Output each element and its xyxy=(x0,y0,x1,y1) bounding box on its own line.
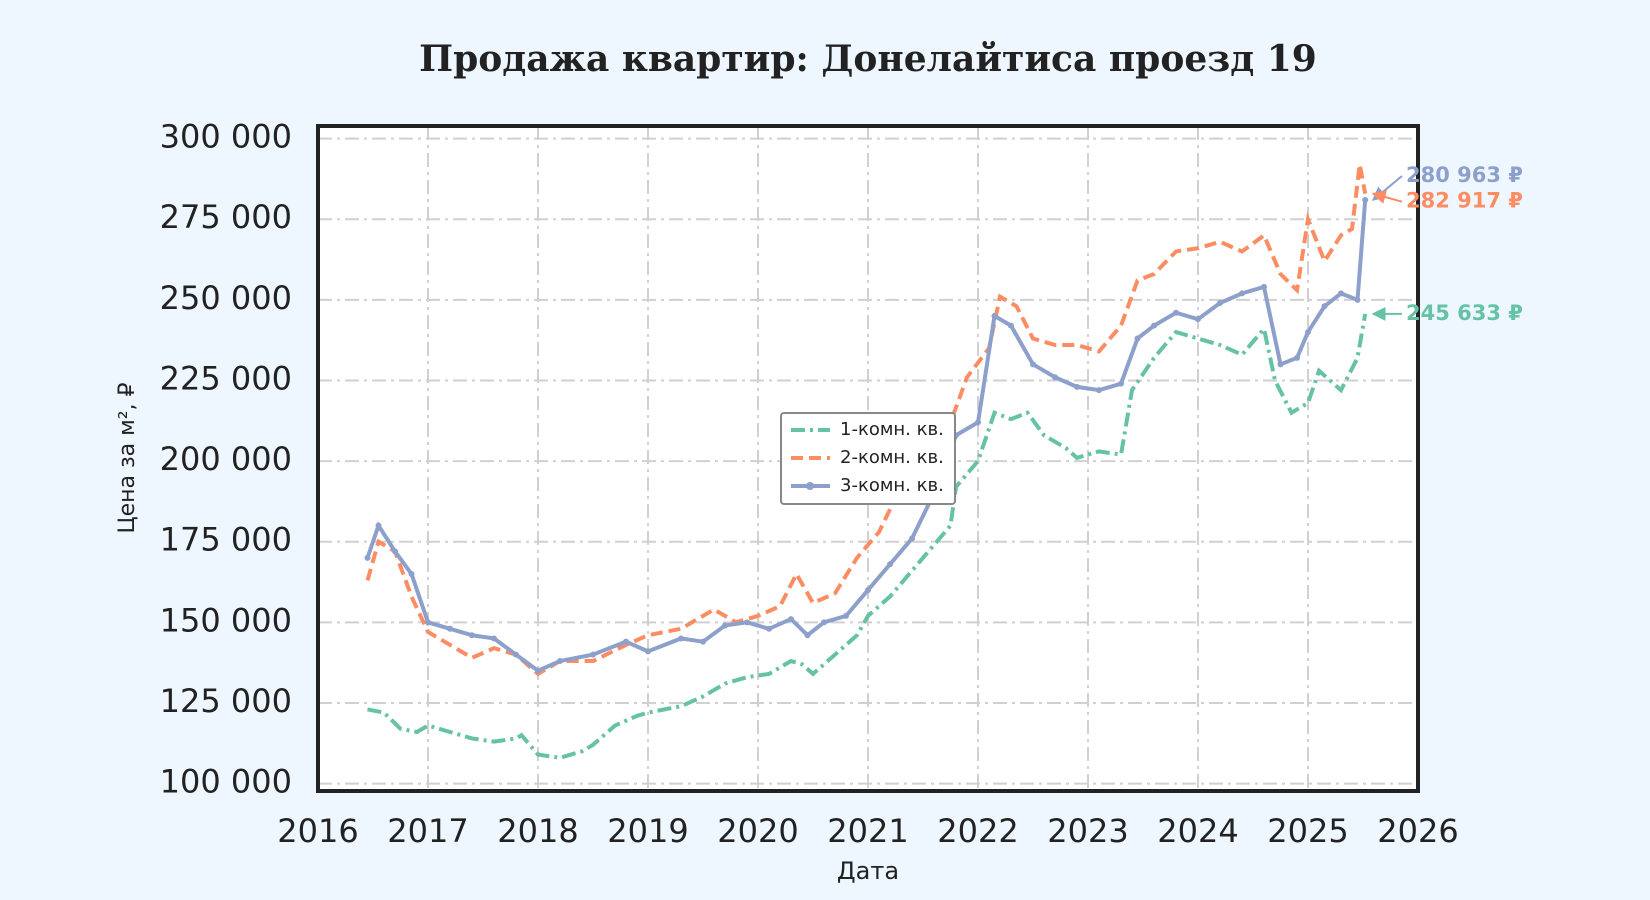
plot-frame xyxy=(316,124,1420,793)
y-tick-label: 150 000 xyxy=(160,601,292,639)
annotation-label: 282 917 ₽ xyxy=(1406,189,1523,213)
y-axis-label: Цена за м², ₽ xyxy=(115,382,140,533)
point xyxy=(1217,300,1223,307)
y-tick-label: 250 000 xyxy=(160,279,292,317)
point xyxy=(1118,380,1124,387)
point xyxy=(447,625,453,632)
point xyxy=(513,651,519,658)
y-tick-label: 175 000 xyxy=(160,521,292,559)
point xyxy=(1321,303,1328,310)
x-axis-label: Дата xyxy=(837,857,899,885)
point xyxy=(1354,296,1361,303)
x-tick-label: 2024 xyxy=(1157,812,1238,850)
legend-marker xyxy=(806,482,814,490)
point xyxy=(1173,309,1179,316)
x-tick-label: 2026 xyxy=(1377,812,1458,850)
point xyxy=(975,419,981,426)
x-tick-label: 2020 xyxy=(717,812,798,850)
point xyxy=(1074,383,1080,390)
point xyxy=(1052,374,1058,381)
y-tick-label: 300 000 xyxy=(160,118,292,156)
point xyxy=(1096,387,1102,394)
point xyxy=(865,587,871,594)
point xyxy=(535,667,541,674)
y-tick-label: 225 000 xyxy=(160,359,292,397)
point xyxy=(1030,361,1036,368)
point xyxy=(991,312,998,319)
point xyxy=(364,554,371,561)
series-line xyxy=(367,313,1368,760)
x-tick-label: 2018 xyxy=(497,812,578,850)
point xyxy=(700,638,706,645)
point xyxy=(1195,316,1201,323)
annotation-label: 245 633 ₽ xyxy=(1406,301,1523,325)
legend-label: 2-комн. кв. xyxy=(840,447,944,468)
point xyxy=(557,658,563,665)
x-tick-label: 2021 xyxy=(827,812,908,850)
legend-box xyxy=(780,412,956,505)
point xyxy=(1277,361,1284,368)
x-tick-label: 2023 xyxy=(1047,812,1128,850)
y-tick-label: 200 000 xyxy=(160,440,292,478)
point xyxy=(788,616,794,623)
point xyxy=(1305,329,1311,336)
y-tick-label: 275 000 xyxy=(160,198,292,236)
point xyxy=(1151,322,1157,329)
legend-label: 1-комн. кв. xyxy=(840,419,944,440)
point xyxy=(425,619,431,626)
point xyxy=(1362,196,1369,203)
x-tick-label: 2025 xyxy=(1267,812,1348,850)
x-tick-label: 2016 xyxy=(277,812,358,850)
point xyxy=(843,612,849,619)
annotation-arrow xyxy=(1371,190,1403,204)
point xyxy=(645,648,651,655)
point xyxy=(1134,335,1141,342)
point xyxy=(909,535,915,542)
point xyxy=(1239,290,1245,297)
x-tick-label: 2022 xyxy=(937,812,1018,850)
x-tick-label: 2017 xyxy=(387,812,468,850)
point xyxy=(408,570,415,577)
point xyxy=(392,548,398,555)
legend: 1-комн. кв. 2-комн. кв. 3-комн. кв. xyxy=(780,412,956,505)
y-tick-label: 100 000 xyxy=(160,763,292,801)
series-line xyxy=(365,199,1368,674)
point xyxy=(623,638,629,645)
y-tick-label: 125 000 xyxy=(160,682,292,720)
point xyxy=(1338,290,1344,297)
point xyxy=(469,632,475,639)
point xyxy=(1008,322,1014,329)
point xyxy=(821,619,827,626)
point xyxy=(766,625,772,632)
point xyxy=(678,635,684,642)
point xyxy=(590,651,596,658)
point xyxy=(887,561,893,568)
point xyxy=(722,622,728,629)
point xyxy=(1261,283,1267,290)
point xyxy=(375,522,382,529)
point xyxy=(804,632,811,639)
point xyxy=(491,635,497,642)
point xyxy=(1294,354,1300,361)
legend-label: 3-комн. кв. xyxy=(840,475,944,496)
chart-title: Продажа квартир: Донелайтиса проезд 19 xyxy=(419,38,1317,80)
x-tick-label: 2019 xyxy=(607,812,688,850)
point xyxy=(744,619,750,626)
annotation-label: 280 963 ₽ xyxy=(1406,163,1523,187)
